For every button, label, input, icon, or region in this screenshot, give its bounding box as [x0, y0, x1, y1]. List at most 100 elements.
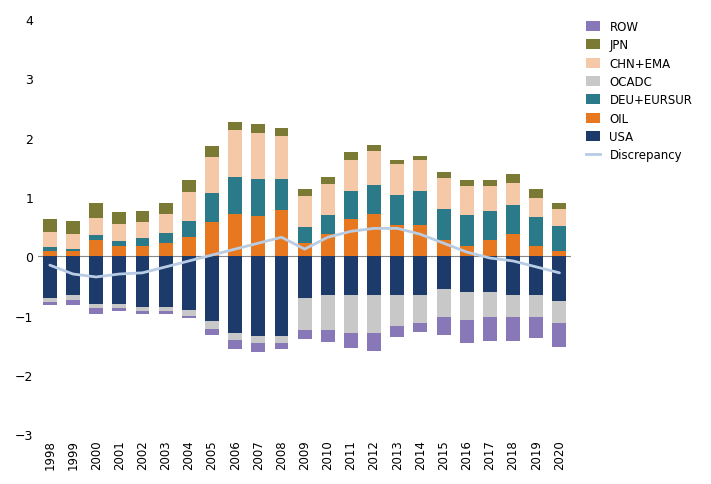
Bar	[367, 151, 381, 186]
Bar	[552, 204, 567, 210]
Bar	[367, 257, 381, 295]
Bar	[414, 192, 427, 226]
Bar	[89, 257, 103, 304]
Bar	[414, 257, 427, 295]
Bar	[89, 304, 103, 309]
Bar	[529, 218, 543, 246]
Bar	[205, 157, 219, 194]
Bar	[344, 153, 358, 160]
Bar	[274, 344, 289, 349]
Bar	[321, 178, 335, 184]
Bar	[298, 331, 311, 340]
Bar	[182, 221, 196, 238]
Bar	[205, 329, 219, 335]
Bar	[437, 317, 451, 335]
Bar	[367, 186, 381, 214]
Bar	[43, 232, 57, 247]
Bar	[43, 303, 57, 306]
Bar	[136, 257, 149, 307]
Bar	[182, 257, 196, 310]
Bar	[252, 125, 265, 134]
Bar	[483, 186, 497, 212]
Bar	[298, 257, 311, 298]
Bar	[437, 240, 451, 257]
Bar	[437, 173, 451, 179]
Bar	[252, 344, 265, 352]
Bar	[552, 210, 567, 227]
Bar	[112, 225, 127, 242]
Bar	[483, 212, 497, 240]
Legend: ROW, JPN, CHN+EMA, OCADC, DEU+EURSUR, OIL, USA, Discrepancy: ROW, JPN, CHN+EMA, OCADC, DEU+EURSUR, OI…	[582, 17, 696, 166]
Bar	[228, 341, 242, 349]
Bar	[414, 161, 427, 192]
Bar	[159, 233, 173, 243]
Bar	[252, 336, 265, 344]
Bar	[66, 257, 80, 295]
Bar	[136, 212, 149, 222]
Bar	[112, 257, 127, 304]
Bar	[205, 194, 219, 222]
Bar	[205, 222, 219, 257]
Bar	[228, 178, 242, 214]
Bar	[367, 145, 381, 151]
Bar	[112, 246, 127, 257]
Bar	[274, 180, 289, 211]
Bar	[390, 295, 405, 326]
Bar	[321, 331, 335, 343]
Bar	[89, 219, 103, 235]
Bar	[252, 216, 265, 257]
Bar	[112, 309, 127, 312]
Bar	[252, 257, 265, 336]
Bar	[89, 309, 103, 315]
Bar	[136, 222, 149, 239]
Bar	[66, 234, 80, 249]
Bar	[298, 298, 311, 331]
Bar	[506, 257, 520, 295]
Bar	[344, 257, 358, 295]
Bar	[274, 336, 289, 344]
Bar	[414, 295, 427, 324]
Bar	[43, 219, 57, 232]
Bar	[159, 204, 173, 214]
Bar	[460, 181, 474, 187]
Bar	[529, 295, 543, 318]
Bar	[182, 310, 196, 316]
Bar	[506, 183, 520, 206]
Bar	[321, 257, 335, 295]
Bar	[321, 215, 335, 234]
Bar	[367, 214, 381, 257]
Bar	[252, 134, 265, 180]
Bar	[159, 214, 173, 233]
Bar	[205, 322, 219, 329]
Bar	[274, 128, 289, 137]
Bar	[66, 249, 80, 252]
Bar	[414, 324, 427, 333]
Bar	[414, 226, 427, 257]
Bar	[112, 304, 127, 309]
Bar	[437, 210, 451, 240]
Bar	[344, 192, 358, 220]
Bar	[136, 307, 149, 312]
Bar	[506, 234, 520, 257]
Bar	[43, 257, 57, 298]
Bar	[112, 242, 127, 246]
Bar	[437, 289, 451, 317]
Bar	[66, 252, 80, 257]
Bar	[205, 147, 219, 157]
Bar	[390, 195, 405, 226]
Bar	[228, 214, 242, 257]
Bar	[414, 157, 427, 161]
Bar	[552, 227, 567, 252]
Bar	[437, 179, 451, 210]
Bar	[228, 122, 242, 131]
Bar	[552, 252, 567, 257]
Bar	[89, 235, 103, 240]
Bar	[112, 213, 127, 225]
Bar	[43, 298, 57, 303]
Bar	[228, 131, 242, 178]
Bar	[460, 257, 474, 292]
Bar	[483, 240, 497, 257]
Bar	[182, 238, 196, 257]
Bar	[298, 227, 311, 243]
Bar	[506, 206, 520, 234]
